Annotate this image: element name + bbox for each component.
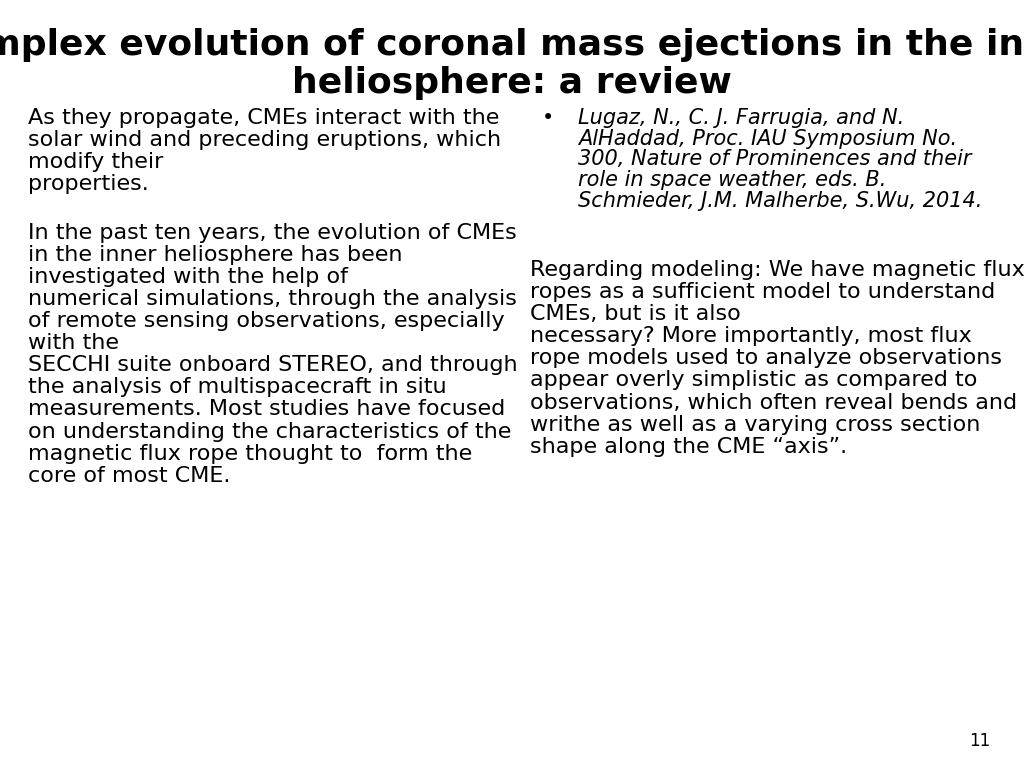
Text: measurements. Most studies have focused: measurements. Most studies have focused (28, 399, 505, 419)
Text: core of most CME.: core of most CME. (28, 465, 230, 485)
Text: Lugaz, N., C. J. Farrugia, and N.: Lugaz, N., C. J. Farrugia, and N. (578, 108, 904, 128)
Text: investigated with the help of: investigated with the help of (28, 267, 348, 287)
Text: CMEs, but is it also: CMEs, but is it also (530, 304, 740, 324)
Text: 300, Nature of Prominences and their: 300, Nature of Prominences and their (578, 150, 972, 170)
Text: Complex evolution of coronal mass ejections in the inner: Complex evolution of coronal mass ejecti… (0, 28, 1024, 62)
Text: AlHaddad, Proc. IAU Symposium No.: AlHaddad, Proc. IAU Symposium No. (578, 129, 957, 149)
Text: properties.: properties. (28, 174, 148, 194)
Text: heliosphere: a review: heliosphere: a review (292, 66, 732, 100)
Text: ropes as a sufficient model to understand: ropes as a sufficient model to understan… (530, 282, 995, 302)
Text: As they propagate, CMEs interact with the: As they propagate, CMEs interact with th… (28, 108, 500, 128)
Text: numerical simulations, through the analysis: numerical simulations, through the analy… (28, 289, 517, 309)
Text: with the: with the (28, 333, 119, 353)
Text: SECCHI suite onboard STEREO, and through: SECCHI suite onboard STEREO, and through (28, 356, 517, 376)
Text: of remote sensing observations, especially: of remote sensing observations, especial… (28, 311, 505, 331)
Text: Schmieder, J.M. Malherbe, S.Wu, 2014.: Schmieder, J.M. Malherbe, S.Wu, 2014. (578, 190, 982, 210)
Text: observations, which often reveal bends and: observations, which often reveal bends a… (530, 392, 1017, 412)
Text: shape along the CME “axis”.: shape along the CME “axis”. (530, 437, 847, 457)
Text: the analysis of multispacecraft in situ: the analysis of multispacecraft in situ (28, 377, 446, 397)
Text: appear overly simplistic as compared to: appear overly simplistic as compared to (530, 370, 977, 390)
Text: Regarding modeling: We have magnetic flux: Regarding modeling: We have magnetic flu… (530, 260, 1024, 280)
Text: solar wind and preceding eruptions, which: solar wind and preceding eruptions, whic… (28, 130, 501, 150)
Text: role in space weather, eds. B.: role in space weather, eds. B. (578, 170, 887, 190)
Text: magnetic flux rope thought to  form the: magnetic flux rope thought to form the (28, 444, 472, 464)
Text: In the past ten years, the evolution of CMEs: In the past ten years, the evolution of … (28, 223, 517, 243)
Text: modify their: modify their (28, 152, 164, 172)
Text: necessary? More importantly, most flux: necessary? More importantly, most flux (530, 326, 972, 346)
Text: on understanding the characteristics of the: on understanding the characteristics of … (28, 422, 511, 442)
Text: writhe as well as a varying cross section: writhe as well as a varying cross sectio… (530, 415, 980, 435)
Text: 11: 11 (969, 732, 990, 750)
Text: rope models used to analyze observations: rope models used to analyze observations (530, 349, 1002, 369)
Text: •: • (542, 108, 554, 128)
Text: in the inner heliosphere has been: in the inner heliosphere has been (28, 245, 402, 265)
